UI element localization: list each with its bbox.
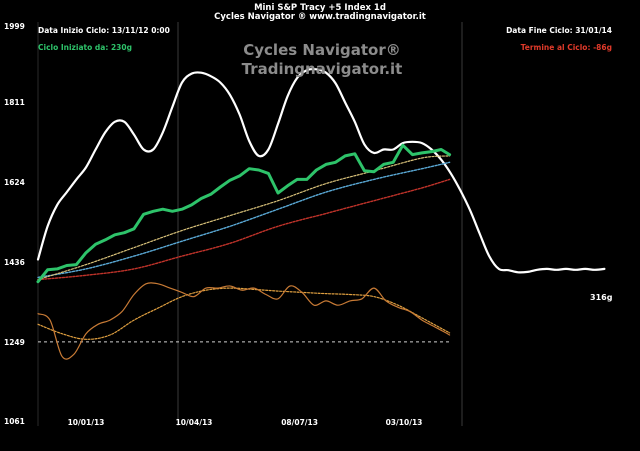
- series-line-cycle: [36, 67, 606, 274]
- series-line-yellow-ma: [37, 155, 451, 281]
- series-line-red-ma: [37, 178, 451, 281]
- cycle-start-date: Data Inizio Ciclo: 13/11/12 0:00: [38, 26, 170, 35]
- series-line-price: [36, 143, 452, 284]
- series-line-osc-slow: [37, 287, 451, 340]
- watermark-line2: Tradingnavigator.it: [242, 60, 403, 78]
- y-tick-label: 1249: [4, 338, 25, 347]
- series-group: [36, 67, 606, 360]
- cycle-end-date: Data Fine Ciclo: 31/01/14: [506, 26, 612, 35]
- x-tick-label: 03/10/13: [386, 418, 423, 427]
- y-axis-ticks: 1999 1811 1624 1436 1249 1061: [4, 22, 25, 426]
- cycle-end-in-days: Termine al Ciclo: -86g: [521, 43, 612, 52]
- x-tick-label: 08/07/13: [281, 418, 318, 427]
- chart-subtitle: Cycles Navigator ® www.tradingnavigator.…: [214, 12, 426, 22]
- remaining-days-label: 316g: [590, 293, 613, 302]
- x-tick-label: 10/01/13: [68, 418, 105, 427]
- y-tick-label: 1999: [4, 22, 25, 31]
- y-tick-label: 1811: [4, 98, 25, 107]
- x-tick-label: 10/04/13: [176, 418, 213, 427]
- y-tick-label: 1624: [4, 178, 25, 187]
- y-tick-label: 1436: [4, 258, 25, 267]
- y-tick-label: 1061: [4, 417, 25, 426]
- series-line-blue-ma: [37, 161, 451, 279]
- watermark-line1: Cycles Navigator®: [243, 41, 400, 59]
- cycle-started-days: Ciclo Iniziato da: 230g: [38, 43, 132, 52]
- series-line-osc-fast: [37, 282, 451, 360]
- chart-title: Mini S&P Tracy +5 Index 1d: [254, 3, 386, 13]
- x-axis-ticks: 10/01/13 10/04/13 08/07/13 03/10/13: [68, 418, 423, 427]
